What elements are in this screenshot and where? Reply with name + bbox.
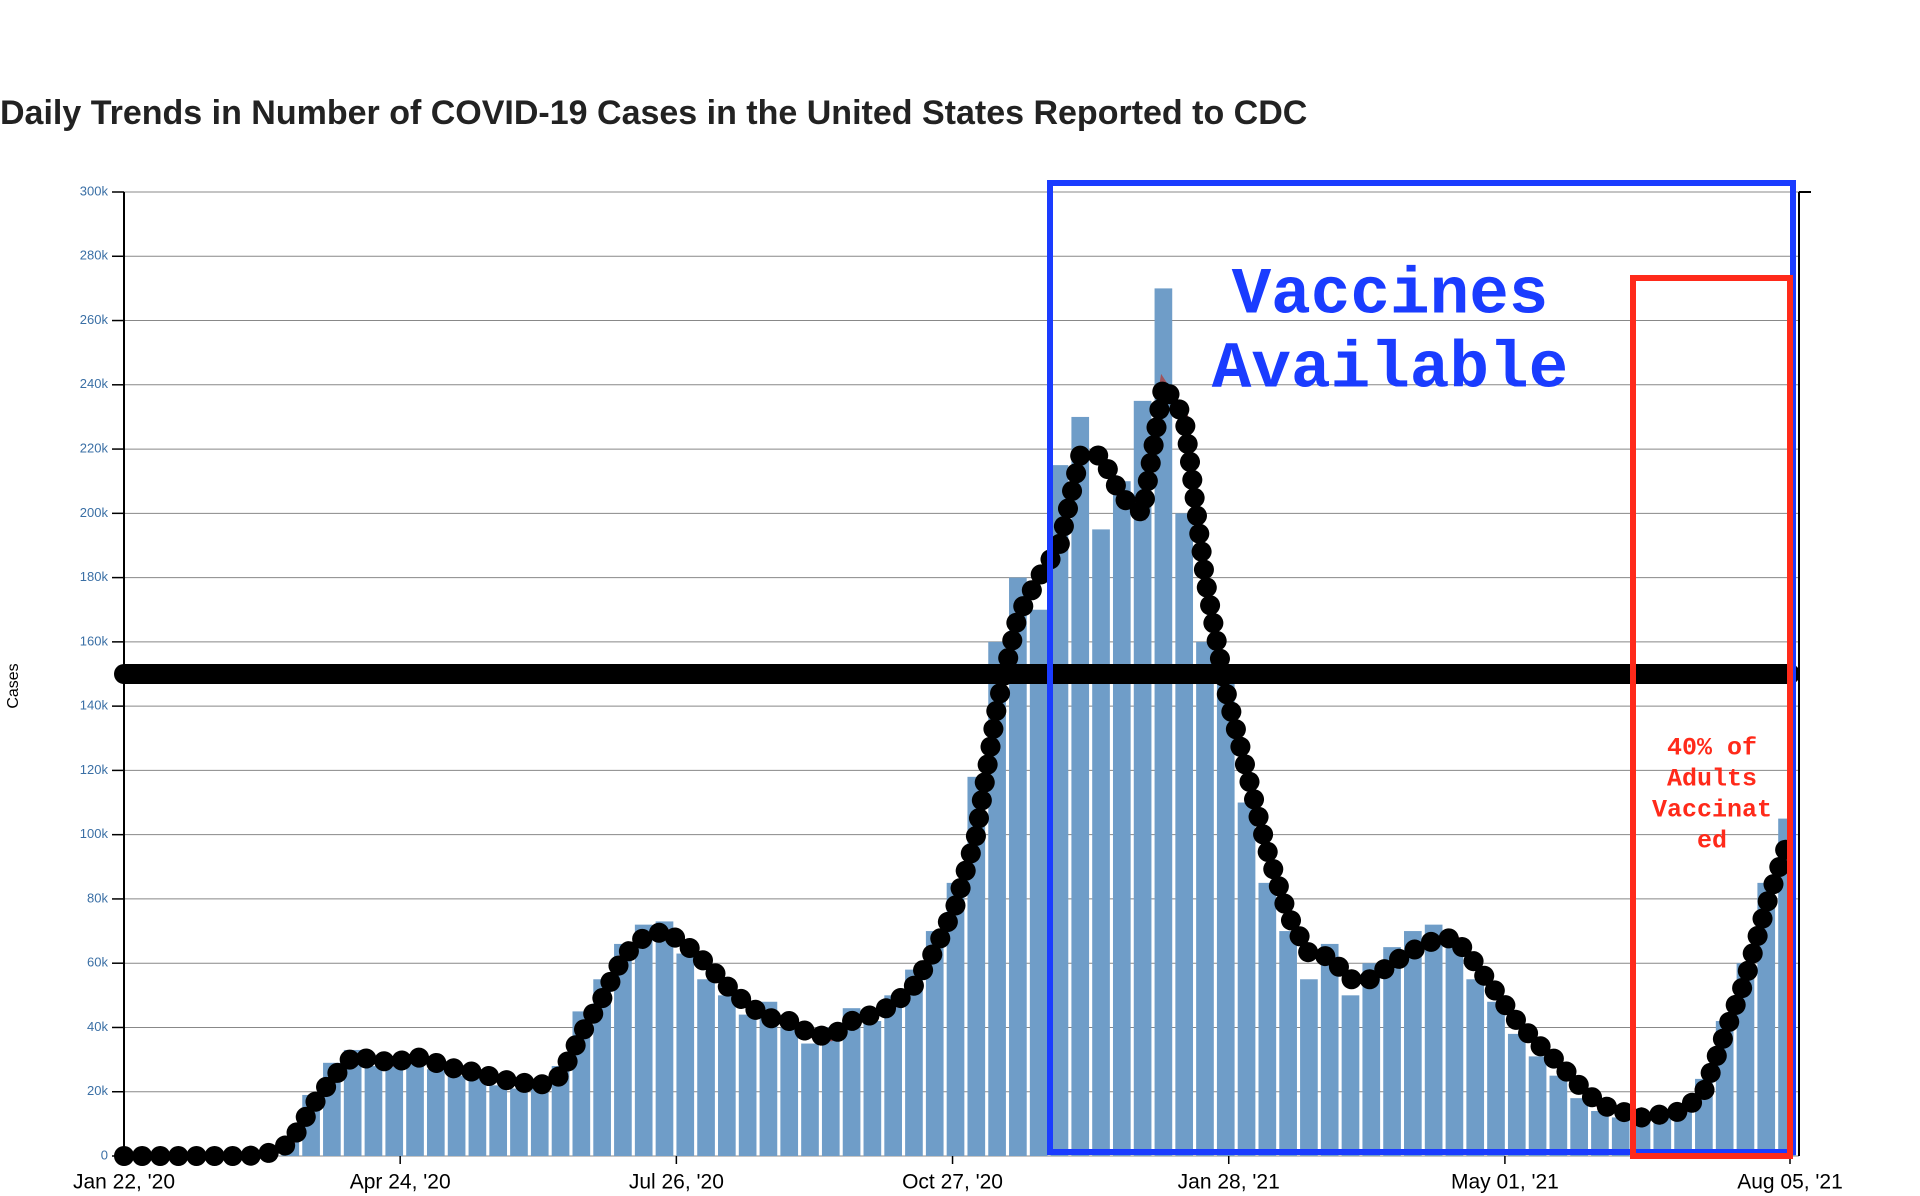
average-line <box>114 374 1798 1166</box>
bar <box>1237 802 1256 1156</box>
bar <box>884 995 902 1156</box>
bar <box>1445 943 1464 1156</box>
bar <box>489 1085 508 1156</box>
bar <box>1507 1033 1526 1156</box>
bar <box>1071 416 1090 1156</box>
bar <box>593 979 611 1156</box>
bar <box>426 1069 445 1156</box>
x-tick-label: Apr 24, '20 <box>350 1171 451 1194</box>
annotation-text: ed <box>1697 827 1727 856</box>
bar <box>1320 943 1339 1156</box>
y-tick-label: 0 <box>101 1147 108 1162</box>
bar <box>1611 1117 1630 1156</box>
y-tick-label: 100k <box>80 826 109 841</box>
bar <box>1196 641 1214 1156</box>
bar <box>738 1014 757 1156</box>
chart-title: Daily Trends in Number of COVID-19 Cases… <box>0 94 1307 132</box>
bar <box>1009 577 1027 1156</box>
bar <box>1549 1075 1568 1156</box>
bar <box>946 882 965 1156</box>
bar <box>614 943 632 1156</box>
bar <box>406 1062 424 1156</box>
x-tick-label: May 01, '21 <box>1451 1171 1559 1194</box>
bar <box>1528 1056 1547 1156</box>
bar <box>780 1027 799 1156</box>
bar <box>530 1078 549 1156</box>
bar <box>905 969 923 1156</box>
x-tick-label: Oct 27, '20 <box>902 1171 1003 1194</box>
y-tick-label: 280k <box>80 248 109 263</box>
bar <box>634 924 653 1156</box>
y-tick-label: 300k <box>80 183 109 198</box>
bar <box>1112 481 1131 1156</box>
bar <box>676 953 695 1156</box>
y-tick-label: 200k <box>80 505 109 520</box>
bar <box>801 1043 819 1156</box>
annotation-text: Available <box>1212 331 1568 406</box>
bar <box>1487 1001 1505 1156</box>
annotation-text: Vaccinat <box>1652 796 1772 825</box>
y-tick-label: 40k <box>87 1019 108 1034</box>
bar <box>1632 1120 1651 1156</box>
bar <box>718 995 736 1156</box>
y-tick-label: 60k <box>87 955 108 970</box>
x-tick-label: Jul 26, '20 <box>629 1171 724 1194</box>
bar <box>1258 882 1277 1156</box>
bar <box>759 1001 778 1156</box>
bar <box>1216 674 1235 1156</box>
bar <box>925 931 944 1156</box>
bar <box>364 1066 383 1156</box>
y-tick-label: 120k <box>80 762 109 777</box>
bar <box>655 921 674 1156</box>
bar <box>385 1059 404 1156</box>
annotation-box <box>1630 275 1793 1159</box>
bar <box>863 1021 882 1156</box>
bar <box>842 1008 861 1156</box>
bar <box>1383 947 1401 1156</box>
bar <box>1362 963 1381 1156</box>
y-tick-label: 20k <box>87 1083 108 1098</box>
bar <box>1404 931 1422 1156</box>
bar <box>468 1069 487 1156</box>
bar <box>447 1075 466 1156</box>
y-tick-label: 160k <box>80 633 109 648</box>
x-tick-label: Jan 22, '20 <box>73 1171 175 1194</box>
annotation-text: Adults <box>1667 765 1757 794</box>
bar <box>1424 924 1443 1156</box>
bar <box>1341 995 1360 1156</box>
bar <box>343 1049 362 1156</box>
x-tick-label: Aug 05, '21 <box>1737 1171 1843 1194</box>
bar <box>1300 979 1318 1156</box>
annotation-text: 40% of <box>1667 734 1757 763</box>
bar <box>1154 288 1173 1156</box>
x-tick-label: Jan 28, '21 <box>1178 1171 1280 1194</box>
bar <box>1050 465 1069 1157</box>
bar <box>1591 1111 1609 1156</box>
bar <box>1175 513 1194 1156</box>
y-axis-label: Cases <box>5 663 22 708</box>
bar <box>821 1027 840 1156</box>
bar <box>1466 979 1485 1156</box>
bar <box>1570 1098 1588 1156</box>
bar <box>1133 400 1152 1156</box>
bar <box>1279 931 1297 1156</box>
y-tick-label: 80k <box>87 890 108 905</box>
y-tick-label: 220k <box>80 441 109 456</box>
bar <box>510 1088 528 1156</box>
bar <box>1653 1114 1672 1156</box>
y-tick-label: 260k <box>80 312 109 327</box>
y-tick-label: 140k <box>80 698 109 713</box>
annotation-text: Vaccines <box>1232 257 1549 332</box>
y-tick-label: 240k <box>80 376 109 391</box>
y-tick-label: 180k <box>80 569 109 584</box>
bar <box>1092 529 1110 1156</box>
bar <box>551 1066 570 1156</box>
bar <box>1029 609 1048 1156</box>
bar <box>697 979 715 1156</box>
